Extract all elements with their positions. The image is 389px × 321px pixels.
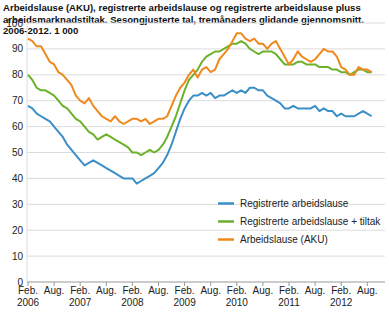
x-tick-label-line: Aug. [148, 285, 169, 296]
grid-line [27, 152, 385, 153]
x-tick-label: Aug. [44, 285, 65, 296]
x-tick-label-line: Feb. [175, 285, 195, 296]
x-tick-label-line: Aug. [305, 285, 326, 296]
y-tick-label: 10 [12, 251, 24, 262]
y-tick-label: 40 [12, 173, 24, 184]
series-line [28, 33, 372, 124]
y-tick-label: 80 [12, 69, 24, 80]
grid-line [27, 178, 385, 179]
legend-label-line: Registrerte arbeidslause [240, 198, 349, 209]
x-tick-label: Aug. [200, 285, 221, 296]
grid-line [27, 74, 385, 75]
x-tick-label-line: Aug. [200, 285, 221, 296]
legend-swatch [218, 220, 234, 223]
y-tick-label: 100 [6, 18, 23, 29]
x-tick-label-line: Aug. [253, 285, 274, 296]
x-tick-label-line: 2012 [330, 297, 353, 308]
x-tick-label-line: Aug. [96, 285, 117, 296]
chart-container: Arbeidslause (AKU), registrerte arbeidsl… [0, 0, 389, 321]
y-tick-label: 70 [12, 95, 24, 106]
x-tick-label: Aug. [357, 285, 378, 296]
x-tick-label-line: 2011 [278, 297, 300, 308]
legend-label: Registrerte arbeidslause [240, 198, 349, 209]
x-tick-label: Aug. [148, 285, 169, 296]
series-line [28, 88, 372, 184]
x-tick-label-line: Feb. [18, 285, 38, 296]
grid-line [27, 126, 385, 127]
x-tick-label-line: 2006 [17, 297, 40, 308]
series-line [28, 41, 372, 155]
grid-line [27, 23, 385, 24]
legend-label: Arbeidslause (AKU) [240, 234, 328, 245]
y-tick-label: 30 [12, 199, 24, 210]
x-tick-label: Feb.2006 [17, 285, 40, 308]
chart-svg: 0102030405060708090100Feb.2006Aug.Feb.20… [0, 0, 389, 321]
y-tick-label: 90 [12, 43, 24, 54]
x-tick-label-line: 2010 [226, 297, 249, 308]
x-tick-label-line: Aug. [357, 285, 378, 296]
legend: Registrerte arbeidslause Registrerte arbe… [218, 198, 381, 245]
x-tick-label-line: Feb. [122, 285, 142, 296]
grid-line [27, 256, 385, 257]
legend-label-line: Registrerte arbeidslause + tiltak [240, 216, 381, 227]
y-axis-line [27, 23, 28, 282]
x-tick-label-line: Feb. [331, 285, 351, 296]
title: Arbeidslause (AKU), registrerte arbeidsl… [3, 2, 387, 37]
x-tick-label-line: Feb. [70, 285, 90, 296]
x-tick-label: Feb.2007 [69, 285, 92, 308]
x-tick-label: Feb.2010 [226, 285, 249, 308]
legend-swatch [218, 202, 234, 205]
x-tick-label: Feb.2009 [173, 285, 196, 308]
x-tick-label-line: Feb. [227, 285, 247, 296]
legend-label-line: Arbeidslause (AKU) [240, 234, 328, 245]
legend-swatch [218, 238, 234, 241]
y-tick-label: 60 [12, 121, 24, 132]
x-tick-label-line: 2008 [121, 297, 144, 308]
grid-line [27, 48, 385, 49]
grid-line [27, 230, 385, 231]
x-tick-label: Feb.2012 [330, 285, 353, 308]
x-tick-label: Aug. [96, 285, 117, 296]
x-tick-label: Feb.2011 [278, 285, 300, 308]
x-tick-label-line: 2009 [173, 297, 196, 308]
x-tick-label: Feb.2008 [121, 285, 144, 308]
x-tick-label-line: Aug. [44, 285, 65, 296]
x-tick-label-line: Feb. [279, 285, 299, 296]
y-tick-label: 50 [12, 147, 24, 158]
x-tick-label: Aug. [253, 285, 274, 296]
series-group [28, 33, 372, 183]
y-tick-label: 20 [12, 225, 24, 236]
x-tick-label: Aug. [305, 285, 326, 296]
legend-label: Registrerte arbeidslause + tiltak [240, 216, 381, 227]
x-tick-label-line: 2007 [69, 297, 92, 308]
